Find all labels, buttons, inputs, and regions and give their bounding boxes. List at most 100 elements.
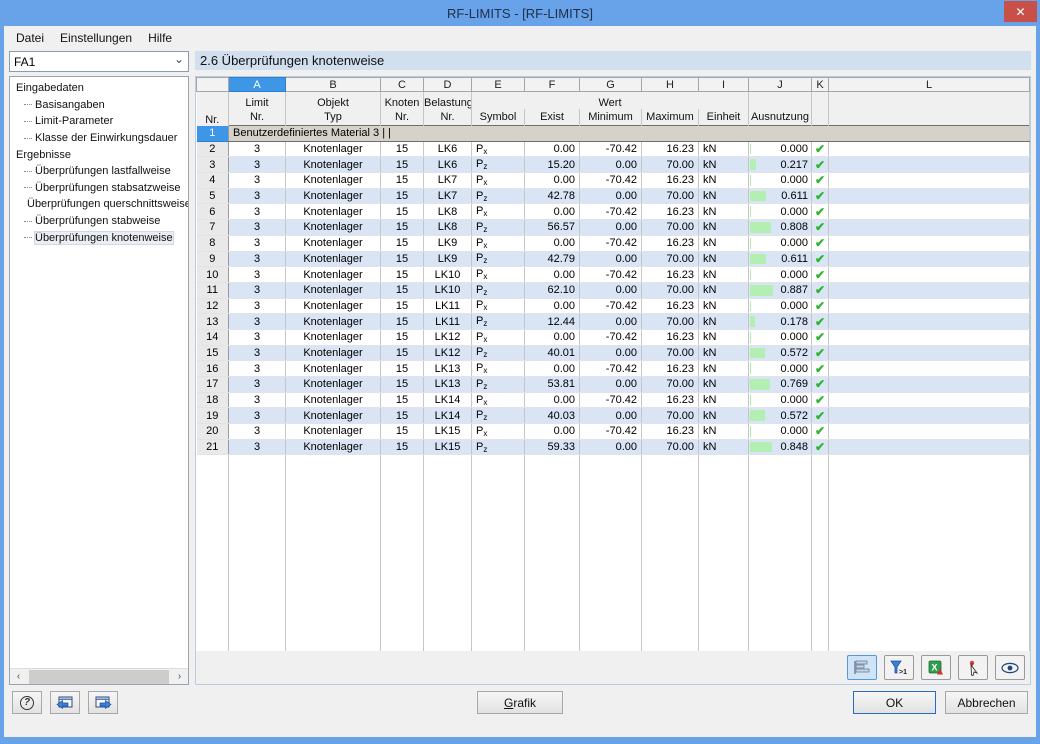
cell-knoten-nr[interactable]: 15 [380,141,424,158]
cell-minimum[interactable]: -70.42 [579,423,642,440]
check-ok-icon[interactable]: ✔ [811,172,829,189]
cell-exist[interactable]: 53.81 [524,376,580,393]
check-ok-icon[interactable]: ✔ [811,282,829,299]
cell-symbol[interactable]: Pz [471,219,525,236]
cell-knoten-nr[interactable]: 15 [380,188,424,205]
cell-belastung-nr[interactable]: LK11 [423,298,472,315]
cell-exist[interactable]: 0.00 [524,203,580,221]
cell-einheit[interactable]: kN [698,407,749,425]
cell-exist[interactable]: 0.00 [524,266,580,283]
cell-belastung-nr[interactable]: LK14 [423,407,472,425]
cell-einheit[interactable]: kN [698,423,749,440]
cell-objekt-typ[interactable]: Knotenlager [285,188,381,205]
cell-exist[interactable]: 40.03 [524,407,580,425]
cell-symbol[interactable]: Px [471,298,525,315]
check-ok-icon[interactable]: ✔ [811,392,829,409]
table-row[interactable]: 17 3 Knotenlager 15 LK13 Pz 53.81 0.00 7… [196,376,1030,393]
cell-exist[interactable]: 0.00 [524,423,580,440]
cell-knoten-nr[interactable]: 15 [380,172,424,189]
cell-objekt-typ[interactable]: Knotenlager [285,298,381,315]
cell-belastung-nr[interactable]: LK12 [423,329,472,346]
row-number[interactable]: 7 [196,219,229,236]
cell-limit-nr[interactable]: 3 [228,188,286,205]
cell-exist[interactable]: 0.00 [524,298,580,315]
cell-belastung-nr[interactable]: LK15 [423,439,472,456]
cell-exist[interactable]: 0.00 [524,360,580,377]
cell-symbol[interactable]: Px [471,172,525,189]
menu-hilfe[interactable]: Hilfe [148,30,173,45]
cell-symbol[interactable]: Pz [471,345,525,362]
cell-maximum[interactable]: 16.23 [641,392,699,409]
cell-einheit[interactable]: kN [698,156,749,174]
cell-ausnutzung[interactable]: 0.611 [748,251,812,268]
cell-l-empty[interactable] [828,235,1030,252]
cell-l-empty[interactable] [828,423,1030,440]
row-number[interactable]: 10 [196,266,229,283]
cell-ausnutzung[interactable]: 0.848 [748,439,812,456]
row-number[interactable]: 16 [196,360,229,377]
cell-l-empty[interactable] [828,376,1030,393]
check-ok-icon[interactable]: ✔ [811,439,829,456]
row-number[interactable]: 19 [196,407,229,425]
cell-minimum[interactable]: -70.42 [579,141,642,158]
cell-l-empty[interactable] [828,345,1030,362]
cell-objekt-typ[interactable]: Knotenlager [285,156,381,174]
cell-knoten-nr[interactable]: 15 [380,282,424,299]
cell-knoten-nr[interactable]: 15 [380,203,424,221]
cell-belastung-nr[interactable]: LK13 [423,376,472,393]
cell-einheit[interactable]: kN [698,172,749,189]
cell-objekt-typ[interactable]: Knotenlager [285,235,381,252]
cell-maximum[interactable]: 70.00 [641,313,699,330]
cell-symbol[interactable]: Pz [471,156,525,174]
row-number[interactable]: 3 [196,156,229,174]
cell-ausnutzung[interactable]: 0.000 [748,329,812,346]
check-ok-icon[interactable]: ✔ [811,156,829,174]
cell-belastung-nr[interactable]: LK14 [423,392,472,409]
cell-ausnutzung[interactable]: 0.000 [748,423,812,440]
cell-limit-nr[interactable]: 3 [228,282,286,299]
cell-knoten-nr[interactable]: 15 [380,376,424,393]
cell-maximum[interactable]: 16.23 [641,203,699,221]
cell-limit-nr[interactable]: 3 [228,203,286,221]
check-ok-icon[interactable]: ✔ [811,345,829,362]
grafik-button[interactable]: Grafik [477,691,563,714]
cell-einheit[interactable]: kN [698,329,749,346]
cell-minimum[interactable]: 0.00 [579,156,642,174]
row-number[interactable]: 6 [196,203,229,221]
table-row[interactable]: 13 3 Knotenlager 15 LK11 Pz 12.44 0.00 7… [196,313,1030,330]
tree-item[interactable]: Überprüfungen stabweise [10,213,188,230]
cell-symbol[interactable]: Px [471,392,525,409]
cell-knoten-nr[interactable]: 15 [380,392,424,409]
tree-item[interactable]: Limit-Parameter [10,113,188,130]
cell-l-empty[interactable] [828,313,1030,330]
cell-exist[interactable]: 56.57 [524,219,580,236]
cell-limit-nr[interactable]: 3 [228,345,286,362]
cell-ausnutzung[interactable]: 0.572 [748,345,812,362]
cell-exist[interactable]: 40.01 [524,345,580,362]
row-number[interactable]: 15 [196,345,229,362]
table-row[interactable]: 11 3 Knotenlager 15 LK10 Pz 62.10 0.00 7… [196,282,1030,299]
cell-symbol[interactable]: Px [471,329,525,346]
cell-limit-nr[interactable]: 3 [228,329,286,346]
cell-l-empty[interactable] [828,392,1030,409]
column-letter-l[interactable]: L [828,77,1030,92]
cell-objekt-typ[interactable]: Knotenlager [285,329,381,346]
tree-item[interactable]: Klasse der Einwirkungsdauer [10,130,188,147]
cell-ausnutzung[interactable]: 0.000 [748,392,812,409]
tree-item[interactable]: Basisangaben [10,97,188,114]
cell-einheit[interactable]: kN [698,235,749,252]
excel-export-button[interactable]: X [921,655,951,680]
cell-symbol[interactable]: Pz [471,251,525,268]
cell-maximum[interactable]: 70.00 [641,251,699,268]
cell-objekt-typ[interactable]: Knotenlager [285,345,381,362]
help-button[interactable]: ? [12,691,42,714]
cell-maximum[interactable]: 16.23 [641,141,699,158]
cell-minimum[interactable]: 0.00 [579,376,642,393]
cell-objekt-typ[interactable]: Knotenlager [285,392,381,409]
table-row[interactable]: 10 3 Knotenlager 15 LK10 Px 0.00 -70.42 … [196,266,1030,283]
cell-einheit[interactable]: kN [698,203,749,221]
table-row[interactable]: 4 3 Knotenlager 15 LK7 Px 0.00 -70.42 16… [196,172,1030,189]
cell-symbol[interactable]: Pz [471,313,525,330]
cell-l-empty[interactable] [828,172,1030,189]
cell-knoten-nr[interactable]: 15 [380,156,424,174]
